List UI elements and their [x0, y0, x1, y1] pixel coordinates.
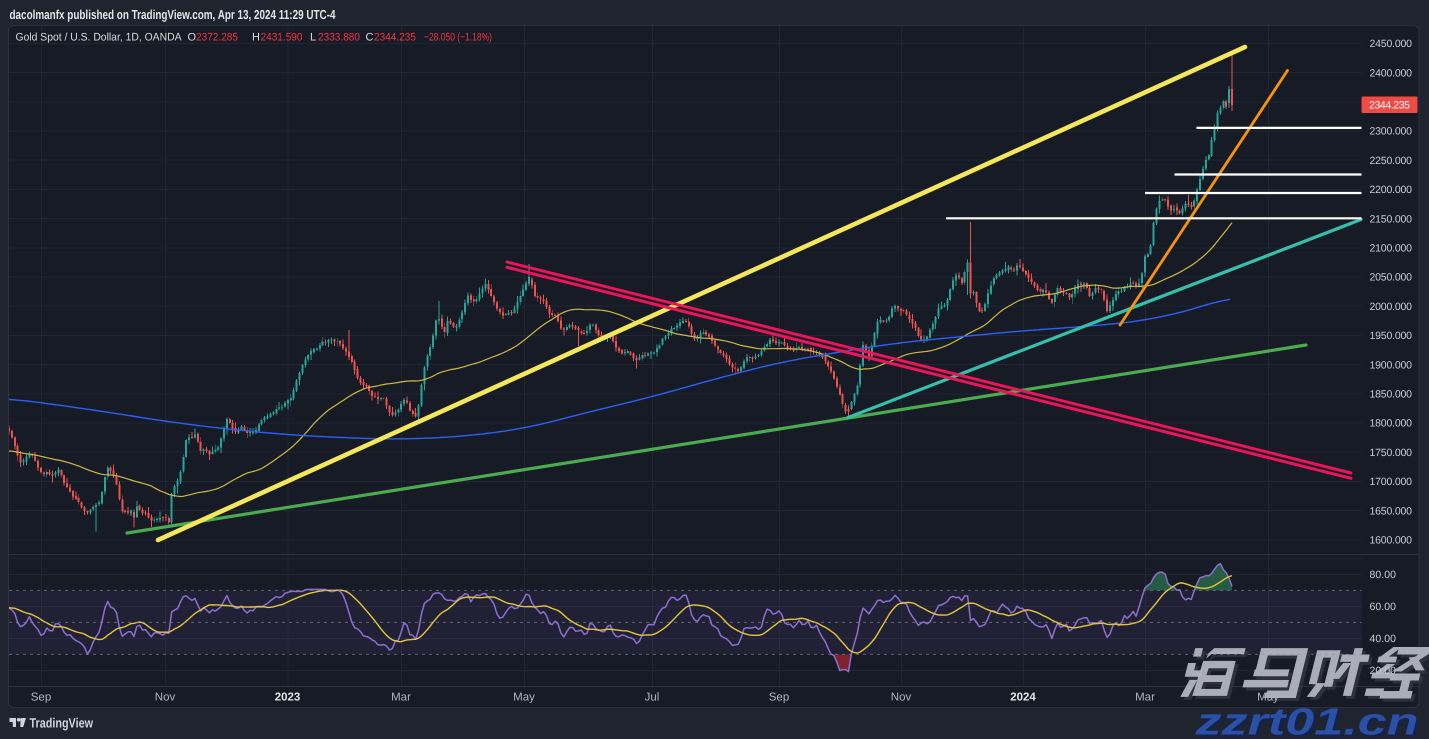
svg-text:TradingView: TradingView [30, 716, 94, 731]
svg-text:Mar: Mar [1135, 692, 1155, 704]
svg-text:C: C [366, 32, 374, 44]
svg-text:1600.000: 1600.000 [1370, 535, 1413, 547]
svg-text:1650.000: 1650.000 [1370, 505, 1413, 517]
svg-text:2400.000: 2400.000 [1370, 67, 1413, 79]
svg-text:Mar: Mar [391, 692, 411, 704]
svg-text:2333.880: 2333.880 [318, 32, 360, 44]
svg-text:Jul: Jul [645, 692, 660, 704]
svg-text:2372.285: 2372.285 [196, 32, 238, 44]
svg-text:1900.000: 1900.000 [1370, 359, 1413, 371]
svg-text:2150.000: 2150.000 [1370, 213, 1413, 225]
svg-text:1800.000: 1800.000 [1370, 418, 1413, 430]
svg-text:2050.000: 2050.000 [1370, 272, 1413, 284]
svg-text:20.00: 20.00 [1370, 665, 1397, 677]
svg-text:1850.000: 1850.000 [1370, 389, 1413, 401]
svg-text:1700.000: 1700.000 [1370, 476, 1413, 488]
svg-text:L: L [310, 32, 316, 44]
svg-text:−28.050 (−1.18%): −28.050 (−1.18%) [424, 32, 492, 44]
svg-text:1750.000: 1750.000 [1370, 447, 1413, 459]
svg-text:2023: 2023 [275, 692, 301, 704]
svg-text:2344.235: 2344.235 [1369, 100, 1410, 112]
svg-text:Gold Spot / U.S. Dollar, 1D, O: Gold Spot / U.S. Dollar, 1D, OANDA [16, 32, 183, 44]
svg-text:2100.000: 2100.000 [1370, 243, 1413, 255]
svg-text:2000.000: 2000.000 [1370, 301, 1413, 313]
svg-text:Sep: Sep [31, 692, 51, 704]
svg-text:2300.000: 2300.000 [1370, 126, 1413, 138]
svg-text:May: May [1257, 692, 1279, 704]
svg-text:2431.590: 2431.590 [261, 32, 303, 44]
svg-text:H: H [252, 32, 260, 44]
svg-text:Nov: Nov [891, 692, 912, 704]
svg-text:Sep: Sep [769, 692, 789, 704]
svg-text:O: O [188, 32, 197, 44]
svg-text:2200.000: 2200.000 [1370, 184, 1413, 196]
svg-text:2344.235: 2344.235 [374, 32, 416, 44]
svg-text:80.00: 80.00 [1370, 569, 1397, 581]
svg-text:zzrt01.cn: zzrt01.cn [1194, 702, 1418, 739]
svg-text:May: May [513, 692, 535, 704]
svg-text:2024: 2024 [1010, 692, 1036, 704]
svg-text:Nov: Nov [155, 692, 176, 704]
svg-text:1950.000: 1950.000 [1370, 330, 1413, 342]
svg-text:zzrt01.cn: zzrt01.cn [1197, 705, 1421, 739]
svg-text:dacolmanfx published on Tradin: dacolmanfx published on TradingView.com,… [10, 7, 337, 22]
svg-text:40.00: 40.00 [1370, 633, 1397, 645]
svg-text:60.00: 60.00 [1370, 601, 1397, 613]
svg-text:2250.000: 2250.000 [1370, 155, 1413, 167]
svg-text:2450.000: 2450.000 [1370, 38, 1413, 50]
